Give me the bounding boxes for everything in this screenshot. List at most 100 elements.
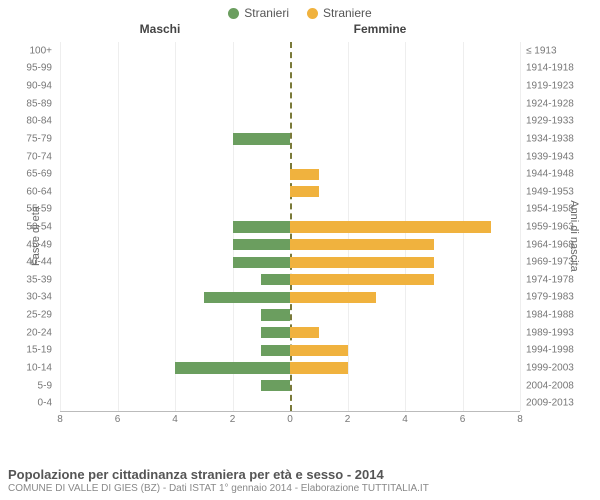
- legend-female-swatch: [307, 8, 318, 19]
- bar-row: [60, 63, 520, 74]
- bar-row: [60, 398, 520, 409]
- birth-label: 1934-1938: [526, 133, 596, 144]
- birth-label: 1924-1928: [526, 98, 596, 109]
- bar-female: [290, 257, 434, 268]
- bar-row: [60, 133, 520, 144]
- birth-label: 1929-1933: [526, 116, 596, 127]
- chart-title: Popolazione per cittadinanza straniera p…: [8, 467, 592, 482]
- plot-area: [60, 42, 520, 412]
- bar-female: [290, 292, 376, 303]
- age-label: 85-89: [0, 98, 56, 109]
- bar-female: [290, 362, 348, 373]
- bar-row: [60, 169, 520, 180]
- bar-female: [290, 221, 491, 232]
- age-label: 95-99: [0, 63, 56, 74]
- birth-label: 1964-1968: [526, 239, 596, 250]
- x-tick-label: 2: [230, 414, 236, 425]
- y-labels-birth: ≤ 1913 1914-1918 1919-1923 1924-1928 1929-19…: [526, 42, 596, 412]
- bar-row: [60, 221, 520, 232]
- legend-male-swatch: [228, 8, 239, 19]
- bar-male: [204, 292, 290, 303]
- age-label: 100+: [0, 45, 56, 56]
- bar-row: [60, 151, 520, 162]
- legend: Stranieri Straniere: [0, 0, 600, 22]
- bar-female: [290, 274, 434, 285]
- bar-row: [60, 362, 520, 373]
- bar-row: [60, 186, 520, 197]
- birth-label: 1994-1998: [526, 345, 596, 356]
- gridline: [520, 42, 521, 411]
- age-label: 5-9: [0, 380, 56, 391]
- bar-male: [233, 257, 291, 268]
- legend-male: Stranieri: [228, 6, 289, 20]
- age-label: 50-54: [0, 222, 56, 233]
- bar-male: [233, 221, 291, 232]
- bar-male: [261, 327, 290, 338]
- x-tick-label: 8: [57, 414, 63, 425]
- birth-label: 2009-2013: [526, 398, 596, 409]
- age-label: 75-79: [0, 133, 56, 144]
- age-label: 30-34: [0, 292, 56, 303]
- bar-row: [60, 274, 520, 285]
- x-tick-label: 8: [517, 414, 523, 425]
- x-axis-labels: 864202468: [60, 414, 520, 430]
- age-label: 65-69: [0, 169, 56, 180]
- bar-row: [60, 327, 520, 338]
- x-tick-label: 6: [460, 414, 466, 425]
- bar-female: [290, 169, 319, 180]
- birth-label: 1944-1948: [526, 169, 596, 180]
- age-label: 90-94: [0, 81, 56, 92]
- birth-label: 2004-2008: [526, 380, 596, 391]
- bar-row: [60, 292, 520, 303]
- column-headers: Maschi Femmine: [0, 22, 600, 36]
- bar-male: [261, 274, 290, 285]
- bar-row: [60, 80, 520, 91]
- birth-label: ≤ 1913: [526, 45, 596, 56]
- birth-label: 1989-1993: [526, 327, 596, 338]
- birth-label: 1959-1963: [526, 222, 596, 233]
- bar-female: [290, 327, 319, 338]
- bar-row: [60, 45, 520, 56]
- bar-male: [261, 345, 290, 356]
- bar-female: [290, 186, 319, 197]
- bar-female: [290, 345, 348, 356]
- birth-label: 1999-2003: [526, 362, 596, 373]
- age-label: 40-44: [0, 257, 56, 268]
- bar-male: [233, 133, 291, 144]
- age-label: 25-29: [0, 310, 56, 321]
- birth-label: 1954-1958: [526, 204, 596, 215]
- age-label: 80-84: [0, 116, 56, 127]
- bar-female: [290, 239, 434, 250]
- bar-row: [60, 204, 520, 215]
- chart-subtitle: COMUNE DI VALLE DI GIES (BZ) - Dati ISTA…: [8, 483, 592, 494]
- bar-row: [60, 309, 520, 320]
- birth-label: 1949-1953: [526, 186, 596, 197]
- age-label: 10-14: [0, 362, 56, 373]
- age-label: 70-74: [0, 151, 56, 162]
- x-tick-label: 6: [115, 414, 121, 425]
- footer: Popolazione per cittadinanza straniera p…: [8, 467, 592, 494]
- birth-label: 1969-1973: [526, 257, 596, 268]
- bar-row: [60, 380, 520, 391]
- legend-female-label: Straniere: [323, 6, 372, 20]
- header-female: Femmine: [260, 22, 520, 36]
- birth-label: 1979-1983: [526, 292, 596, 303]
- header-male: Maschi: [0, 22, 260, 36]
- legend-male-label: Stranieri: [244, 6, 289, 20]
- x-tick-label: 0: [287, 414, 293, 425]
- birth-label: 1939-1943: [526, 151, 596, 162]
- age-label: 0-4: [0, 398, 56, 409]
- birth-label: 1914-1918: [526, 63, 596, 74]
- bar-male: [233, 239, 291, 250]
- bar-row: [60, 98, 520, 109]
- birth-label: 1974-1978: [526, 274, 596, 285]
- birth-label: 1919-1923: [526, 81, 596, 92]
- chart: Fasce di età Anni di nascita 100+95-9990…: [0, 36, 600, 436]
- bar-male: [261, 309, 290, 320]
- bar-male: [175, 362, 290, 373]
- x-tick-label: 2: [345, 414, 351, 425]
- birth-label: 1984-1988: [526, 310, 596, 321]
- bar-row: [60, 239, 520, 250]
- bar-row: [60, 116, 520, 127]
- x-tick-label: 4: [172, 414, 178, 425]
